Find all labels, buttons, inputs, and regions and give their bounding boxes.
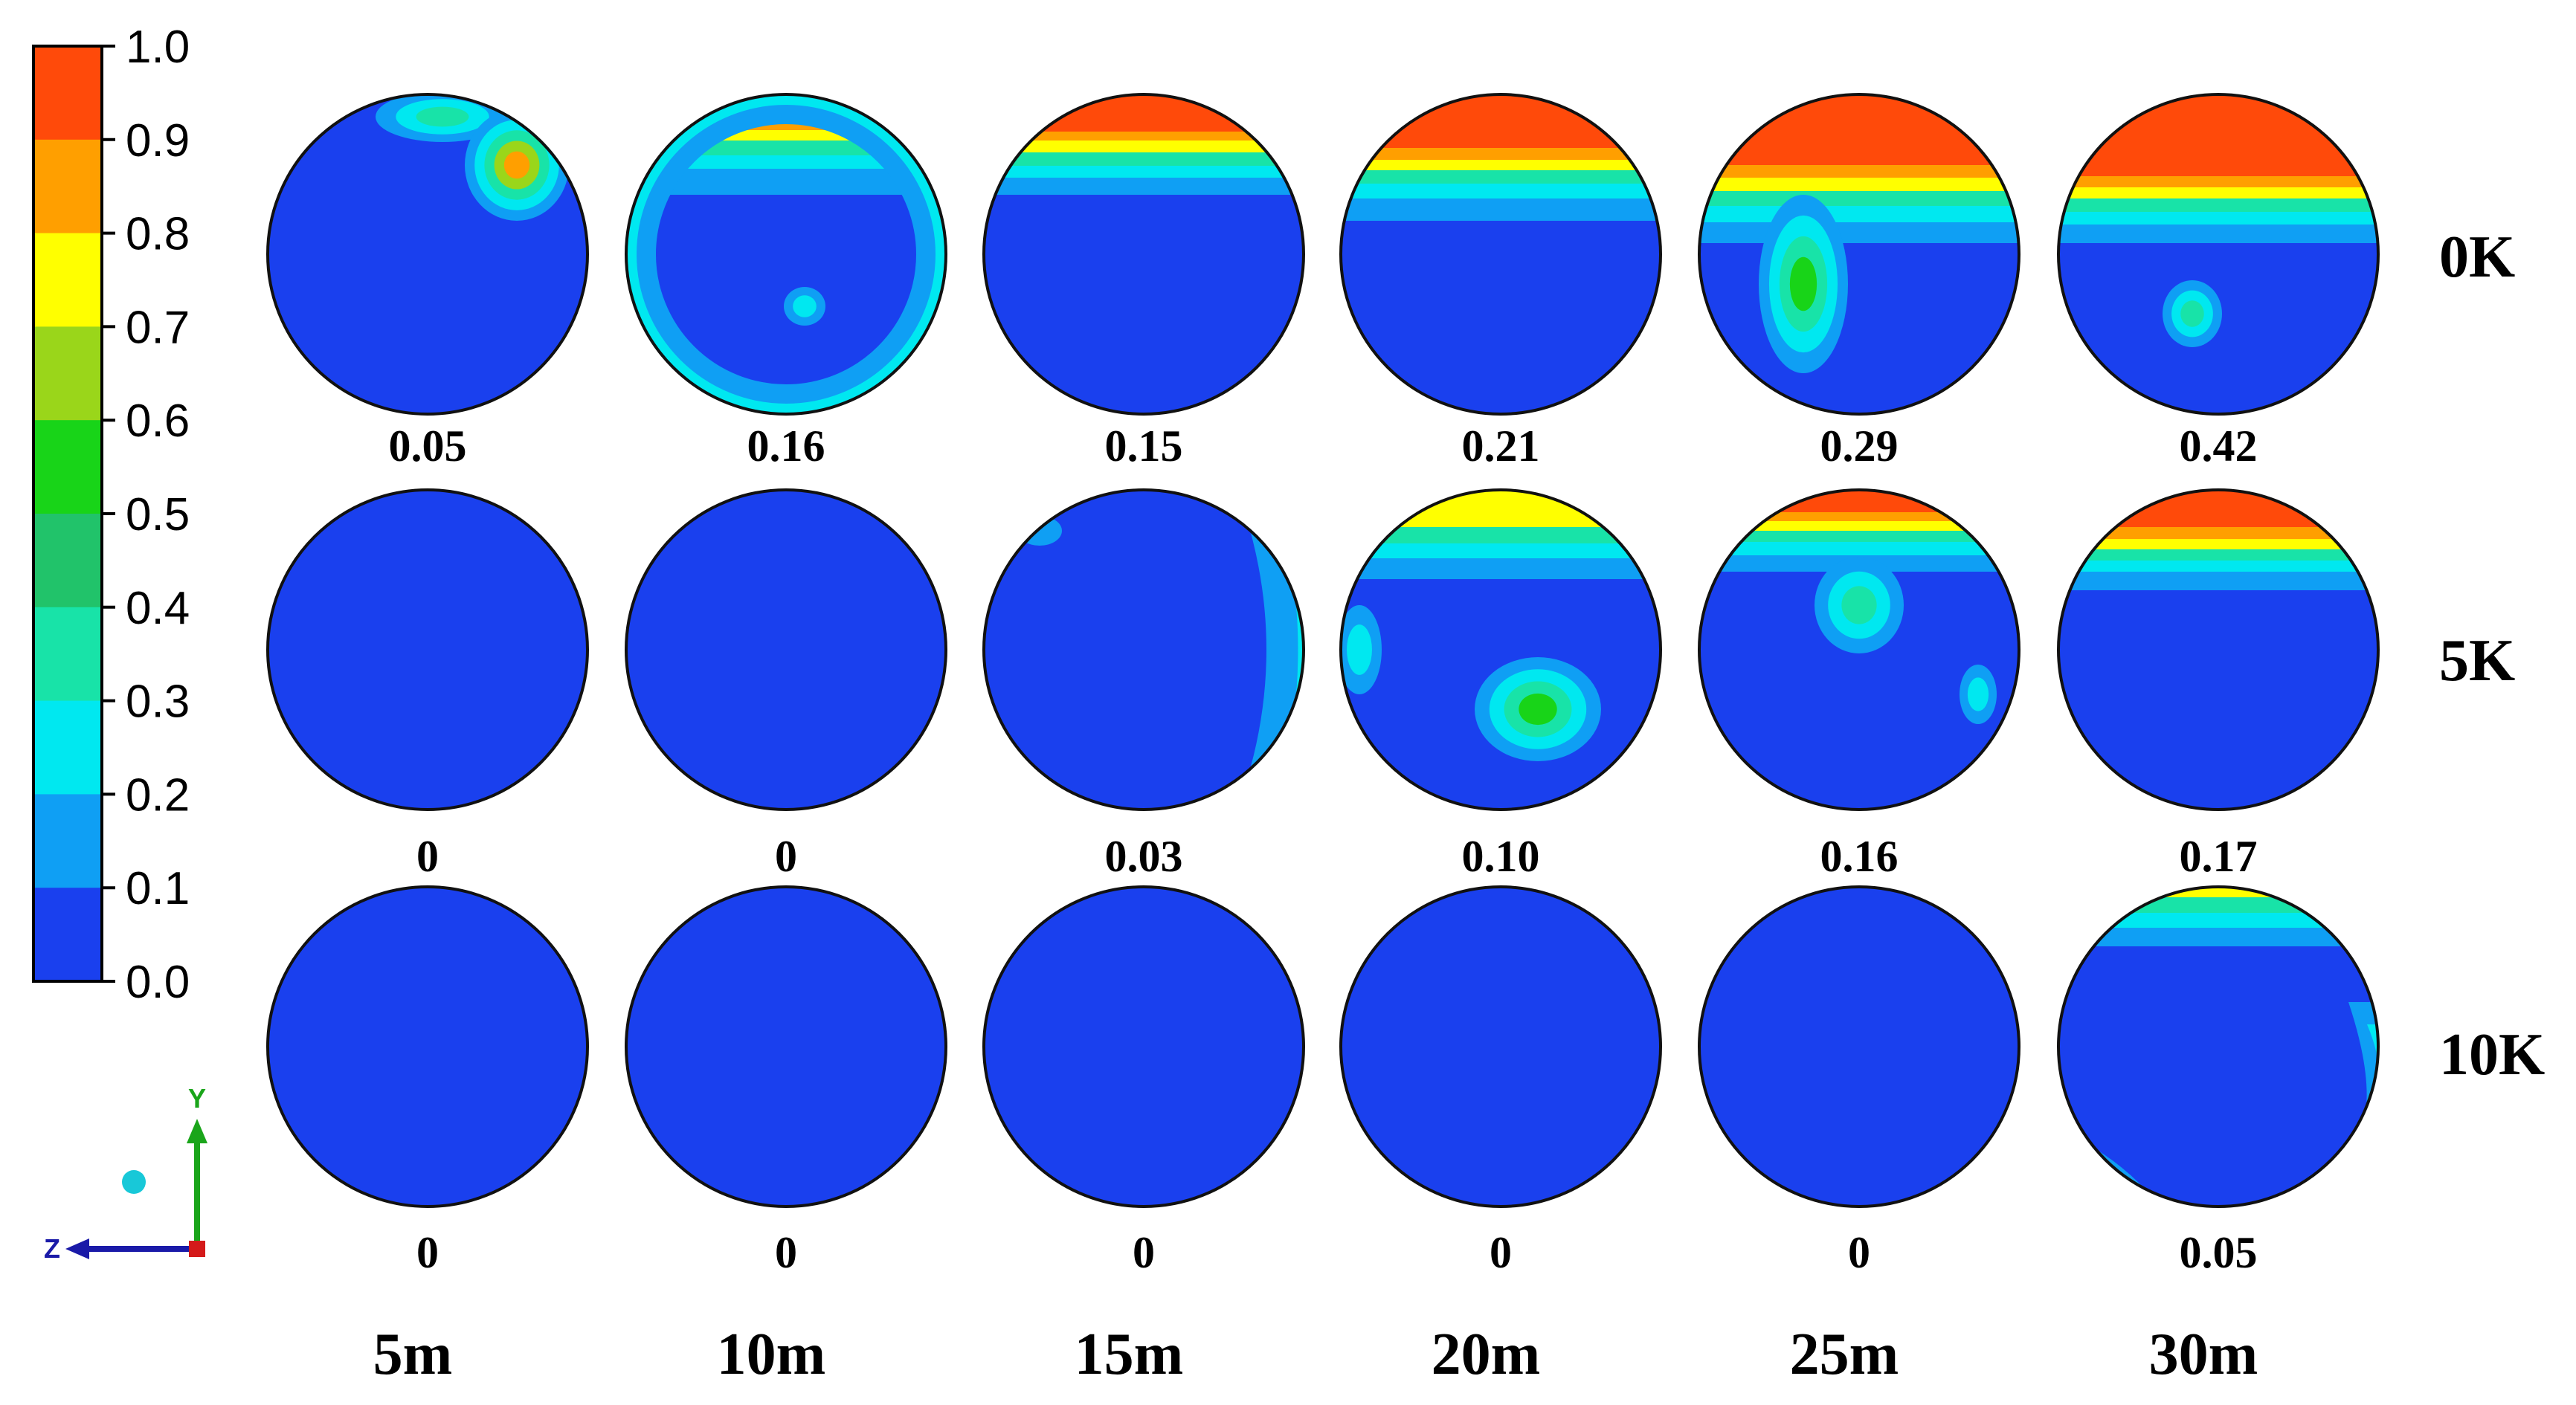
contour-circle-10K-30m: [2057, 885, 2380, 1208]
column-label: 5m: [373, 1322, 453, 1387]
colorbar-segment: [33, 514, 102, 608]
column-label: 30m: [2149, 1322, 2258, 1387]
colorbar-tick-label: 0.1: [126, 863, 190, 914]
contour-circle-0K-25m: [1698, 93, 2020, 416]
colorbar-segment: [33, 794, 102, 888]
z-arrow-icon: [65, 1238, 89, 1259]
fraction-value-label: 0.16: [747, 422, 825, 471]
contour-circle-10K-25m: [1698, 885, 2020, 1208]
fraction-value-label: 0: [775, 1228, 797, 1277]
z-axis-label: Z: [44, 1233, 60, 1264]
contour-circle-5K-30m: [2057, 488, 2380, 811]
contour-circle-10K-20m: [1339, 885, 1662, 1208]
column-labels: 5m 10m 15m 20m 25m 30m: [373, 1322, 2258, 1387]
contour-circle-5K-15m: [982, 488, 1305, 811]
colorbar-tick-label: 0.3: [126, 676, 190, 728]
colorbar-segment: [33, 607, 102, 702]
contour-circle-0K-10m: [625, 93, 947, 416]
contour-circle-10K-10m: [625, 885, 947, 1208]
colorbar-segment: [33, 700, 102, 795]
fraction-value-label: 0.05: [389, 422, 467, 471]
fraction-value-label: 0: [1133, 1228, 1155, 1277]
colorbar-tick-label: 0.7: [126, 302, 190, 353]
contour-circle-0K-15m: [982, 93, 1305, 416]
axes-triad: Y Z: [44, 1083, 207, 1264]
colorbar-tick-label: 0.2: [126, 769, 190, 821]
fraction-values: 0.05 0.16 0.15 0.21 0.29 0.42 0 0 0.03 0.10 0.16 0.…: [389, 422, 2258, 1277]
contour-circle-5K-20m: [1339, 488, 1662, 811]
fraction-value-label: 0.42: [2180, 422, 2258, 471]
fraction-value-label: 0.15: [1105, 422, 1183, 471]
fraction-value-label: 0.17: [2180, 832, 2258, 881]
fraction-value-label: 0: [416, 1228, 439, 1277]
contour-circle-0K-30m: [2057, 93, 2380, 416]
row-label: 5K: [2439, 628, 2515, 694]
colorbar-tick-label: 1.0: [126, 22, 190, 73]
contour-circle-0K-5m: [266, 93, 589, 416]
column-label: 15m: [1075, 1322, 1184, 1387]
column-label: 25m: [1790, 1322, 1899, 1387]
fraction-value-label: 0.03: [1105, 832, 1183, 881]
fraction-value-label: 0: [775, 832, 797, 881]
fraction-value-label: 0: [416, 832, 439, 881]
fraction-value-label: 0.16: [1820, 832, 1899, 881]
y-axis-label: Y: [188, 1083, 206, 1114]
row-labels: 0K 5K 10K: [2439, 225, 2545, 1088]
viewpoint-sphere-icon: [122, 1170, 146, 1194]
fraction-value-label: 0: [1490, 1228, 1512, 1277]
x-axis-marker-icon: [189, 1241, 205, 1257]
colorbar-tick-label: 0.4: [126, 583, 190, 634]
contour-circle-5K-5m: [266, 488, 589, 811]
column-label: 20m: [1432, 1322, 1541, 1387]
colorbar-ticks: 1.0 0.9 0.8 0.7 0.6 0.5 0.4 0.3 0.2 0.1 0.0: [102, 22, 190, 1008]
contour-circle-5K-25m: [1698, 488, 2020, 811]
colorbar: [32, 45, 103, 983]
contour-circle-10K-5m: [266, 885, 589, 1208]
fraction-value-label: 0.05: [2180, 1228, 2258, 1277]
colorbar-segment: [33, 326, 102, 421]
colorbar-segment: [33, 233, 102, 327]
fraction-value-label: 0.29: [1820, 422, 1899, 471]
colorbar-segment: [33, 139, 102, 234]
fraction-value-label: 0.21: [1462, 422, 1540, 471]
colorbar-tick-label: 0.8: [126, 209, 190, 260]
colorbar-tick-label: 0.5: [126, 489, 190, 540]
colorbar-tick-label: 0.9: [126, 115, 190, 167]
fraction-value-label: 0: [1848, 1228, 1870, 1277]
colorbar-tick-label: 0.6: [126, 395, 190, 447]
colorbar-tick-label: 0.0: [126, 957, 190, 1008]
colorbar-segment: [33, 46, 102, 140]
fraction-value-label: 0.10: [1462, 832, 1540, 881]
y-arrow-icon: [187, 1119, 207, 1143]
colorbar-segment: [33, 420, 102, 514]
column-label: 10m: [717, 1322, 826, 1387]
contour-circle-0K-20m: [1339, 93, 1662, 416]
row-label: 0K: [2439, 225, 2515, 290]
contour-circle-5K-10m: [625, 488, 947, 811]
colorbar-segment: [33, 888, 102, 982]
row-label: 10K: [2439, 1022, 2545, 1088]
contour-grid: [266, 93, 2380, 1208]
contour-circle-10K-15m: [982, 885, 1305, 1208]
